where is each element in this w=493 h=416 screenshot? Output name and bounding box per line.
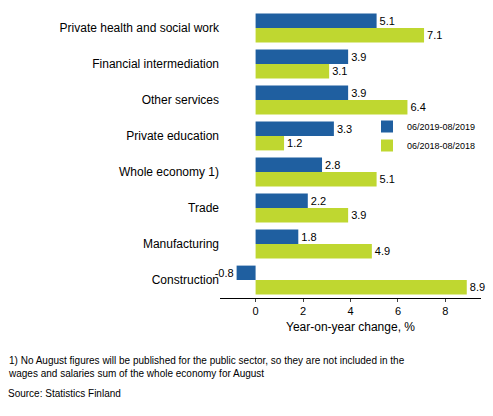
svg-text:Financial intermediation: Financial intermediation [92, 57, 219, 71]
svg-text:8: 8 [442, 305, 448, 317]
svg-text:4: 4 [347, 305, 353, 317]
svg-text:Construction: Construction [152, 273, 219, 287]
svg-text:3.1: 3.1 [332, 65, 347, 77]
svg-text:7.1: 7.1 [427, 29, 442, 41]
svg-text:Private education: Private education [126, 129, 219, 143]
svg-text:1) No August figures will be p: 1) No August figures will be published f… [8, 355, 405, 379]
svg-text:Year-on-year change, %: Year-on-year change, % [286, 320, 415, 334]
svg-text:3.9: 3.9 [351, 209, 366, 221]
svg-text:2.8: 2.8 [325, 159, 340, 171]
svg-text:0: 0 [253, 305, 259, 317]
svg-text:5.1: 5.1 [380, 15, 395, 27]
svg-text:3.9: 3.9 [351, 87, 366, 99]
svg-text:5.1: 5.1 [380, 173, 395, 185]
svg-text:8.9: 8.9 [470, 281, 485, 293]
svg-text:-0.8: -0.8 [215, 267, 234, 279]
svg-text:Other services: Other services [142, 93, 219, 107]
svg-text:1.2: 1.2 [287, 137, 302, 149]
svg-text:06/2018-08/2018: 06/2018-08/2018 [407, 141, 475, 151]
svg-text:3.9: 3.9 [351, 51, 366, 63]
svg-text:6: 6 [395, 305, 401, 317]
svg-text:Whole economy 1): Whole economy 1) [119, 165, 219, 179]
svg-text:2.2: 2.2 [311, 195, 326, 207]
svg-text:1.8: 1.8 [301, 231, 316, 243]
svg-text:4.9: 4.9 [375, 245, 390, 257]
svg-text:6.4: 6.4 [410, 101, 425, 113]
svg-text:Private health and social work: Private health and social work [60, 21, 220, 35]
svg-text:2: 2 [300, 305, 306, 317]
svg-text:Source: Statistics Finland: Source: Statistics Finland [8, 388, 121, 399]
svg-text:Trade: Trade [188, 201, 219, 215]
svg-text:3.3: 3.3 [337, 123, 352, 135]
svg-text:06/2019-08/2019: 06/2019-08/2019 [407, 122, 475, 132]
svg-text:Manufacturing: Manufacturing [143, 237, 219, 251]
